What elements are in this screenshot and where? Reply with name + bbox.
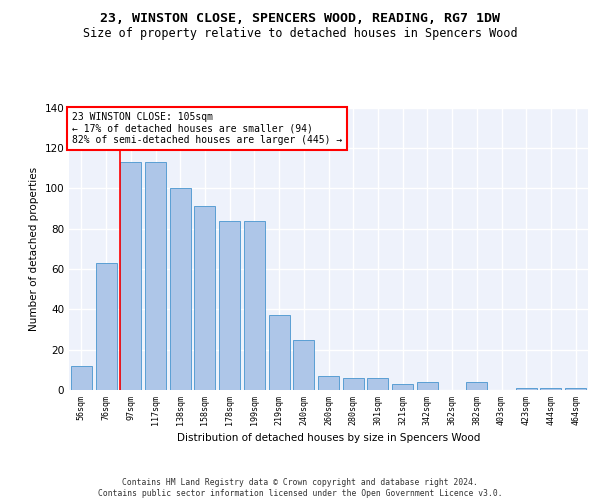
Bar [170, 188, 191, 390]
Bar [244, 220, 265, 390]
Y-axis label: Number of detached properties: Number of detached properties [29, 166, 39, 331]
Bar [565, 388, 586, 390]
Bar [293, 340, 314, 390]
Text: 23, WINSTON CLOSE, SPENCERS WOOD, READING, RG7 1DW: 23, WINSTON CLOSE, SPENCERS WOOD, READIN… [100, 12, 500, 26]
Bar [95, 263, 116, 390]
Bar [318, 376, 339, 390]
Text: Size of property relative to detached houses in Spencers Wood: Size of property relative to detached ho… [83, 28, 517, 40]
Bar [269, 316, 290, 390]
Bar [417, 382, 438, 390]
Bar [541, 388, 562, 390]
Bar [516, 388, 537, 390]
Bar [466, 382, 487, 390]
Bar [219, 220, 240, 390]
Bar [145, 162, 166, 390]
Bar [343, 378, 364, 390]
X-axis label: Distribution of detached houses by size in Spencers Wood: Distribution of detached houses by size … [177, 433, 480, 443]
Bar [71, 366, 92, 390]
Bar [392, 384, 413, 390]
Text: 23 WINSTON CLOSE: 105sqm
← 17% of detached houses are smaller (94)
82% of semi-d: 23 WINSTON CLOSE: 105sqm ← 17% of detach… [71, 112, 342, 145]
Text: Contains HM Land Registry data © Crown copyright and database right 2024.
Contai: Contains HM Land Registry data © Crown c… [98, 478, 502, 498]
Bar [367, 378, 388, 390]
Bar [194, 206, 215, 390]
Bar [120, 162, 141, 390]
